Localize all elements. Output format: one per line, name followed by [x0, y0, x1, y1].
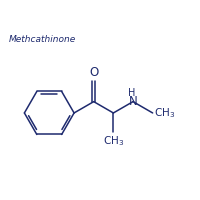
Text: O: O [89, 66, 98, 79]
Text: N: N [129, 95, 137, 108]
Text: CH$_3$: CH$_3$ [103, 134, 124, 148]
Text: CH$_3$: CH$_3$ [154, 106, 176, 120]
Text: Methcathinone: Methcathinone [9, 35, 76, 44]
Text: H: H [128, 88, 135, 98]
